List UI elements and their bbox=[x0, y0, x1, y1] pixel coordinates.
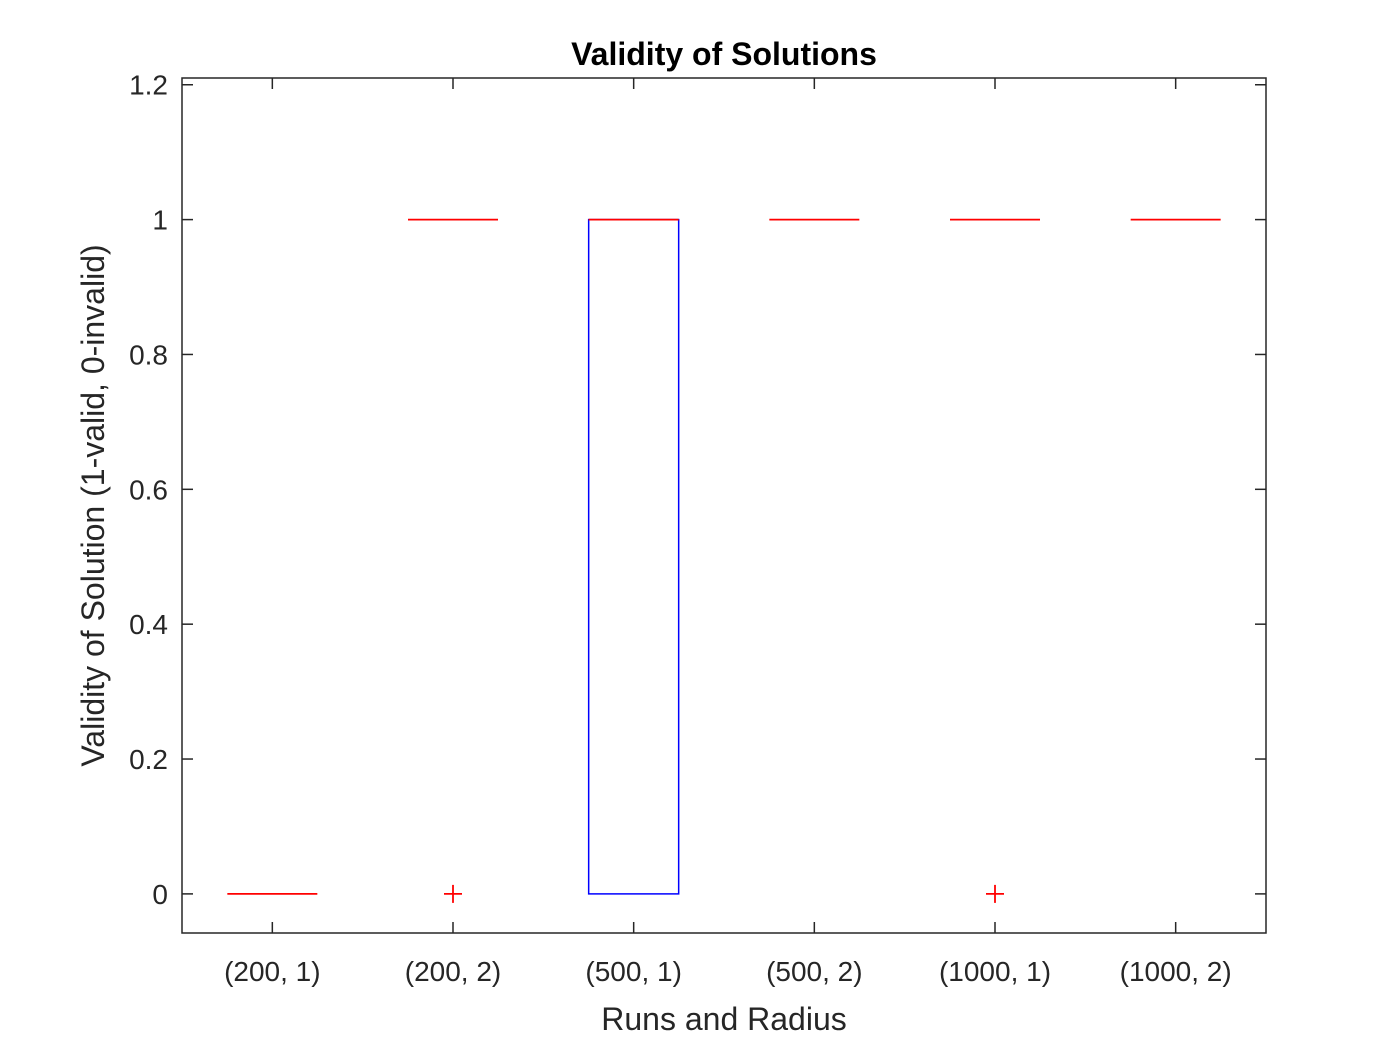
x-tick-label: (200, 2) bbox=[405, 956, 502, 987]
y-tick-label: 0.8 bbox=[129, 339, 168, 370]
y-tick-label: 0 bbox=[152, 879, 168, 910]
x-tick-label: (500, 1) bbox=[585, 956, 682, 987]
chart-marks bbox=[227, 218, 1221, 903]
axes-box bbox=[181, 77, 1267, 934]
y-tick-label: 1 bbox=[152, 205, 168, 236]
x-tick-label: (500, 2) bbox=[766, 956, 863, 987]
x-tick-label: (1000, 2) bbox=[1120, 956, 1232, 987]
y-tick-label: 0.4 bbox=[129, 609, 168, 640]
chart-title: Validity of Solutions bbox=[571, 36, 877, 72]
y-tick-label: 0.6 bbox=[129, 474, 168, 505]
x-tick-label: (1000, 1) bbox=[939, 956, 1051, 987]
outlier-marker bbox=[444, 884, 462, 903]
axis-ticks: 0 0.2 0.4 0.6 0.8 1 1.2 (200, 1) (200, 2) (500, 1… bbox=[129, 70, 1266, 987]
y-tick-label: 0.2 bbox=[129, 744, 168, 775]
x-axis-label: Runs and Radius bbox=[601, 1001, 846, 1037]
x-tick-label: (200, 1) bbox=[224, 956, 321, 987]
y-tick-label: 1.2 bbox=[129, 70, 168, 101]
outlier-marker bbox=[986, 884, 1004, 903]
y-axis-label: Validity of Solution (1-valid, 0-invalid… bbox=[75, 244, 111, 766]
